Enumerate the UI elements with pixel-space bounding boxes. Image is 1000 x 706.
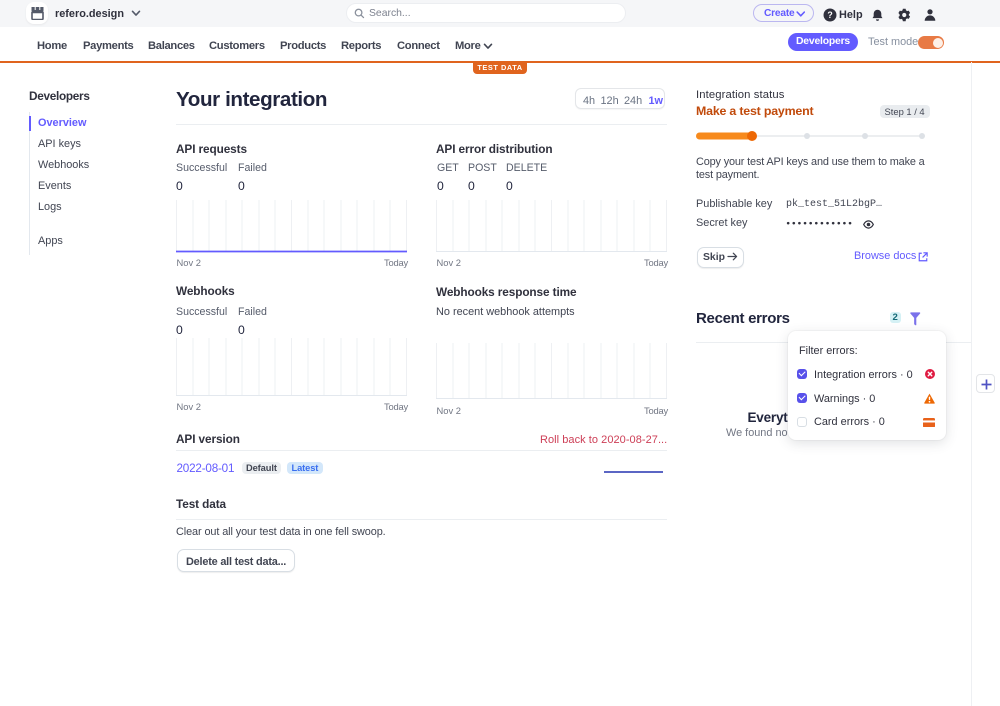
svg-text:?: ? [827, 10, 832, 20]
